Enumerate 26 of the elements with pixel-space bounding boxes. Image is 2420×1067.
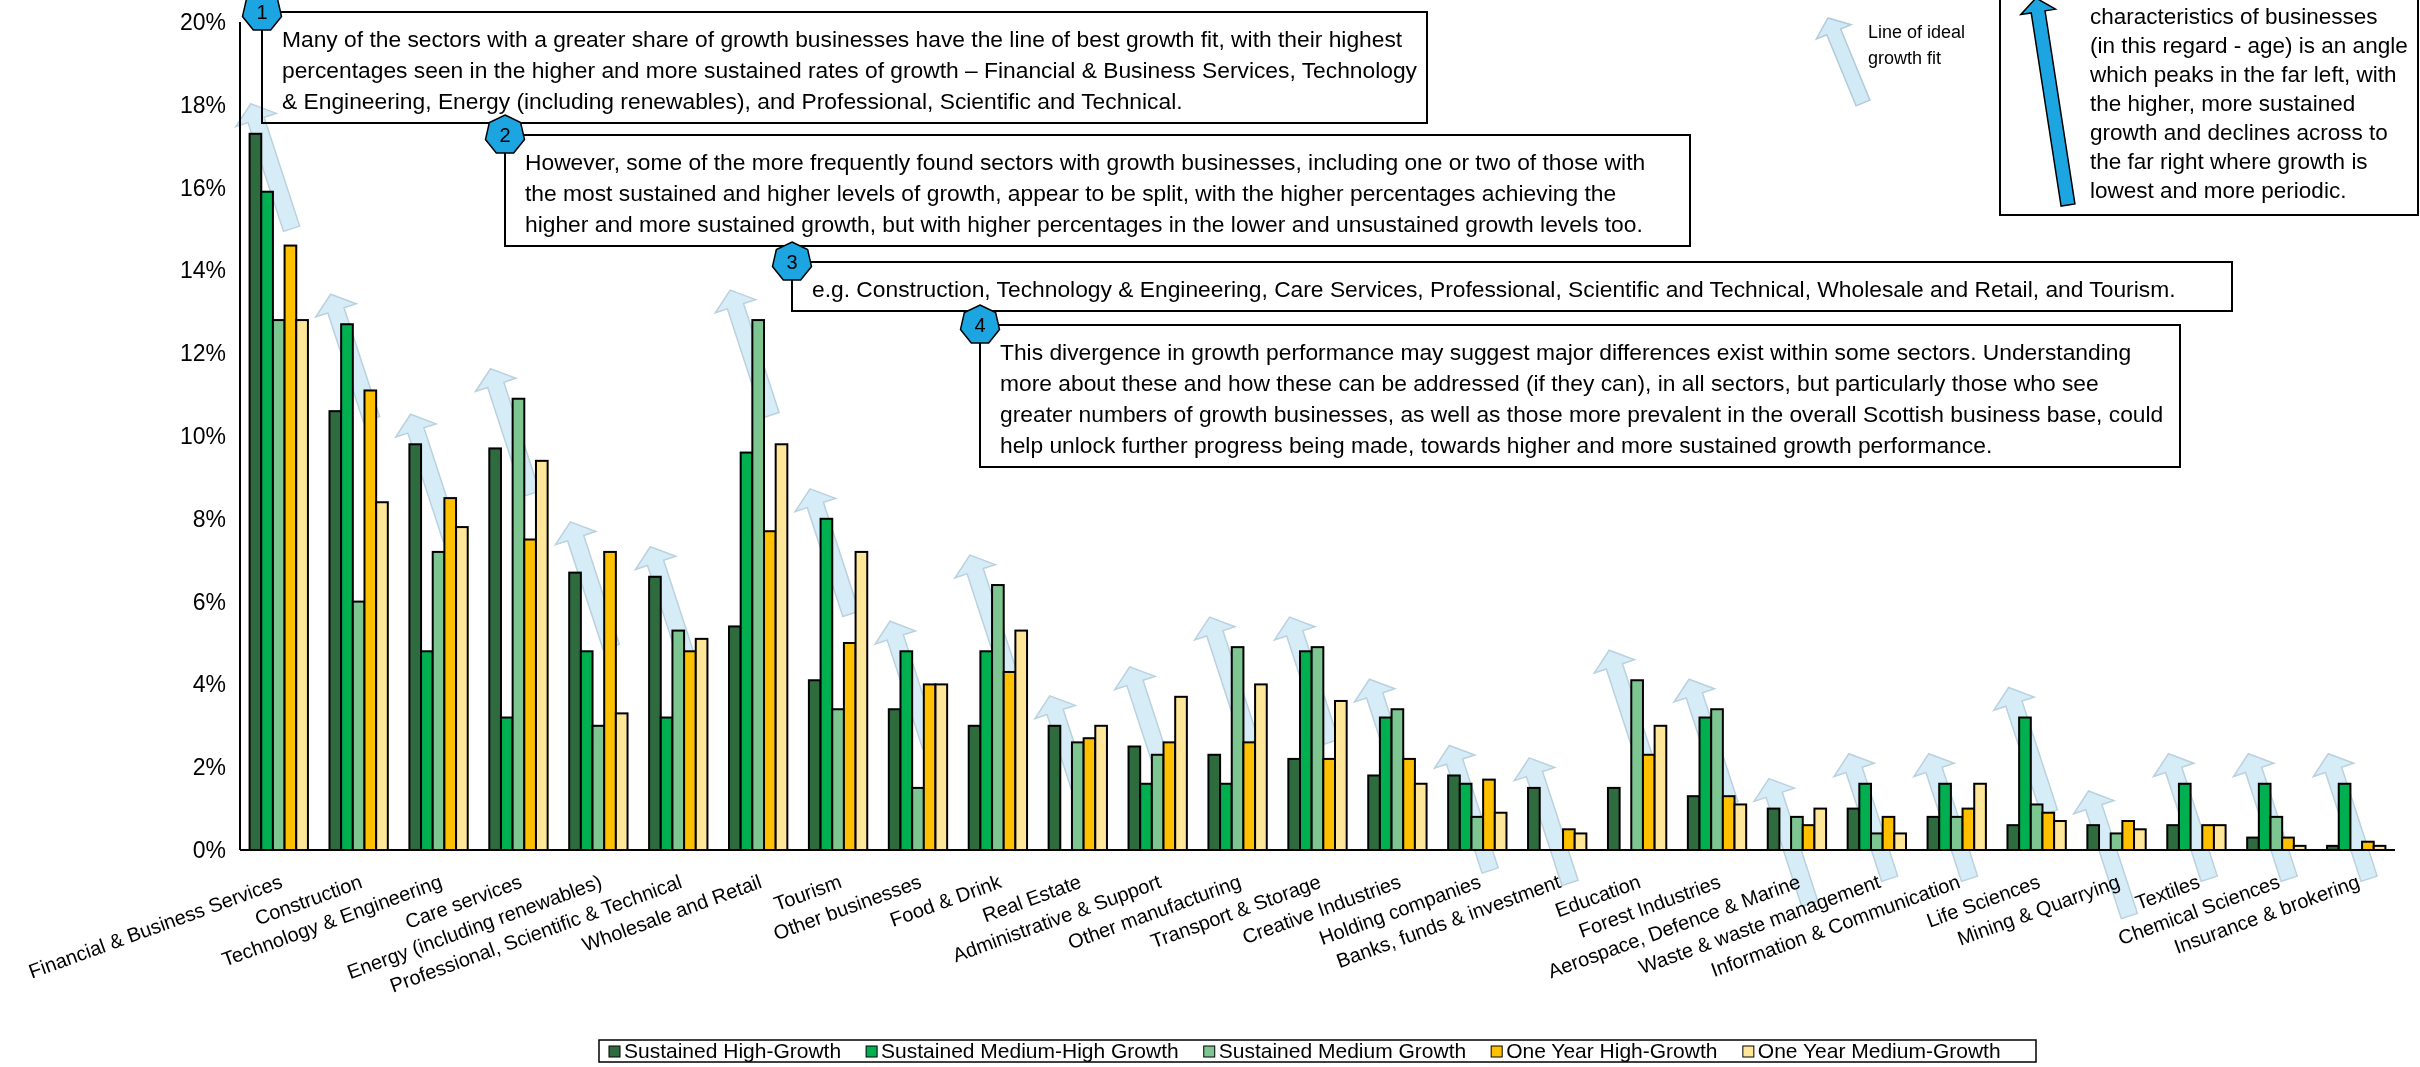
annotation: 4 xyxy=(974,314,986,336)
y-tick-label: 18% xyxy=(179,91,226,118)
annotation: Line of ideal growth fit xyxy=(1868,22,1966,69)
legend-label: Sustained Medium Growth xyxy=(1218,1039,1467,1063)
annotation: 2 xyxy=(499,124,511,146)
y-tick-label: 4% xyxy=(192,671,226,698)
y-tick-label: 10% xyxy=(179,423,226,450)
legend-label: One Year Medium-Growth xyxy=(1757,1039,2001,1063)
y-tick-label: 8% xyxy=(192,505,226,532)
y-tick-label: 16% xyxy=(179,174,226,201)
y-tick-label: 2% xyxy=(192,754,226,781)
annotation: e.g. Construction, Technology & Engineering, Care Services, Professional, Scientific and Technical, Wholesale and Retail, and Tourism. xyxy=(812,276,2176,303)
legend-label: Sustained Medium-High Growth xyxy=(881,1039,1179,1063)
annotation: characteristics of businesses (in this regard - age) is an angle which peaks in the far left, with the higher, more sustained growth and declines across to the far right where growth is lowest and more periodic. xyxy=(2089,3,2408,203)
y-tick-label: 12% xyxy=(179,340,226,367)
annotation: 1 xyxy=(256,1,268,23)
y-tick-label: 20% xyxy=(179,9,226,36)
y-tick-label: 14% xyxy=(179,257,226,284)
annotation: This divergence in growth performance may suggest major differences exist within some sectors. Understanding more about these and how these can be addressed (if they can), in all sectors, but particularly those who see greater numbers of growth businesses, as well as those more prevalent in the overall Scottish business base, could help unlock further progress being made, towards higher and more sustained growth performance. xyxy=(1000,339,2164,459)
y-tick-label: 0% xyxy=(192,837,226,864)
annotation: However, some of the more frequently found sectors with growth businesses, including one or two of those with the most sustained and higher levels of growth, appear to be split, with the higher percentages achieving the higher and more sustained growth, but with higher percentages in the lower and unsustained growth levels too. xyxy=(525,149,1646,238)
annotation: Many of the sectors with a greater share of growth businesses have the line of best growth fit, with their highest percentages seen in the higher and more sustained rates of growth – Financial & Business Services, Technology & Engineering, Energy (including renewables), and Professional, Scientific and Technical. xyxy=(282,26,1418,115)
annotation: 3 xyxy=(786,251,798,273)
legend-label: Sustained High-Growth xyxy=(624,1039,842,1063)
y-tick-label: 6% xyxy=(192,588,226,615)
legend-label: One Year High-Growth xyxy=(1506,1039,1718,1063)
